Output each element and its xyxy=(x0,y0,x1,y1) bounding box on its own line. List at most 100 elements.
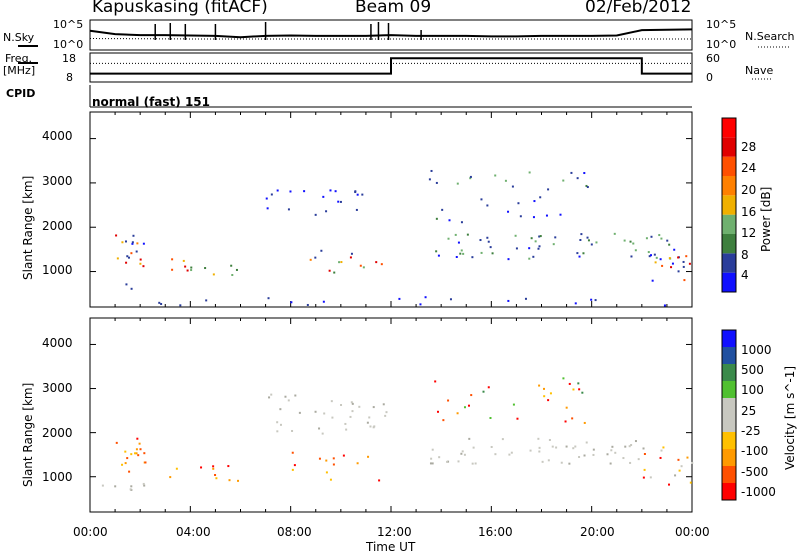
velocity-echo xyxy=(340,403,343,406)
velocity-echo xyxy=(637,458,640,461)
velocity-echo xyxy=(555,446,558,449)
power-echo xyxy=(632,242,635,245)
time-axis-label: Time UT xyxy=(366,540,416,554)
velocity-echo xyxy=(474,462,477,465)
power-echo xyxy=(538,245,541,248)
power-colorbar-segment xyxy=(722,118,736,138)
power-echo xyxy=(570,171,573,174)
power-echo xyxy=(349,256,352,259)
power-echo xyxy=(204,267,207,270)
velocity-echo xyxy=(538,450,541,453)
cpid-mode-text: normal (fast) 151 xyxy=(92,95,210,109)
power-ylabel: Slant Range [km] xyxy=(21,175,35,280)
velocity-echo xyxy=(431,462,434,465)
velocity-echo xyxy=(577,382,580,385)
power-echo xyxy=(630,255,633,258)
power-echo xyxy=(494,174,497,177)
power-echo xyxy=(125,283,128,286)
vel-cbar-label: Velocity [m s^-1] xyxy=(783,365,797,470)
vel-ytick-1000: 1000 xyxy=(42,470,73,484)
power-echo xyxy=(116,257,119,260)
velocity-echo xyxy=(121,463,124,466)
power-echo xyxy=(350,252,353,255)
power-echo xyxy=(158,301,161,304)
power-panel-frame xyxy=(89,111,693,308)
velocity-echo xyxy=(434,380,437,383)
velocity-echo xyxy=(512,403,515,406)
power-echo xyxy=(359,264,362,267)
nsky-tick-bottom: 10^0 xyxy=(53,38,84,51)
velocity-echo xyxy=(384,414,387,417)
power-echo xyxy=(583,172,586,175)
velocity-echo xyxy=(572,447,575,450)
power-echo xyxy=(545,214,548,217)
velocity-echo xyxy=(571,417,574,420)
power-echo xyxy=(287,208,290,211)
vel-cbar-tick-100: 100 xyxy=(741,383,764,397)
cpid-label: CPID xyxy=(6,87,36,100)
velocity-echo xyxy=(578,388,581,391)
power-cbar-tick-16: 16 xyxy=(741,205,757,219)
time-tick-2: 08:00 xyxy=(277,525,312,539)
velocity-echo xyxy=(549,392,552,395)
velocity-echo xyxy=(351,402,354,405)
nsearch-label: N.Search xyxy=(745,30,795,43)
power-echo xyxy=(186,269,189,272)
velocity-echo xyxy=(332,463,335,466)
velocity-echo xyxy=(385,411,388,414)
power-echo xyxy=(507,258,510,261)
velocity-echo xyxy=(382,403,385,406)
power-echo xyxy=(578,255,581,258)
velocity-echo xyxy=(461,450,464,453)
power-echo xyxy=(547,188,550,191)
velocity-echo xyxy=(691,461,694,464)
time-tick-1: 04:00 xyxy=(176,525,211,539)
velocity-echo xyxy=(169,476,172,479)
velocity-echo xyxy=(128,470,131,473)
velocity-echo xyxy=(643,453,646,456)
power-echo xyxy=(322,195,325,198)
velocity-echo xyxy=(510,451,513,454)
power-echo xyxy=(519,215,522,218)
power-echo xyxy=(562,179,565,182)
power-echo xyxy=(142,242,145,245)
velocity-echo xyxy=(642,476,645,479)
freq-tick-bottom: 8 xyxy=(66,71,73,84)
velocity-colorbar-segment xyxy=(722,398,736,415)
power-echo xyxy=(658,234,661,237)
velocity-echo xyxy=(124,462,127,465)
velocity-echo xyxy=(529,449,532,452)
velocity-echo xyxy=(287,399,290,402)
power-echo xyxy=(182,259,185,262)
velocity-colorbar-segment xyxy=(722,381,736,398)
velocity-echo xyxy=(467,404,470,407)
velocity-echo xyxy=(135,452,138,455)
velocity-echo xyxy=(585,441,588,444)
power-echo xyxy=(682,265,685,268)
power-echo xyxy=(480,198,483,201)
power-echo xyxy=(648,255,651,258)
power-echo xyxy=(683,279,686,282)
velocity-echo xyxy=(634,440,637,443)
power-echo xyxy=(398,297,401,300)
velocity-echo xyxy=(581,391,584,394)
nsearch-tick-top: 10^5 xyxy=(706,18,737,31)
power-echo xyxy=(212,273,215,276)
power-echo xyxy=(685,255,688,258)
power-echo xyxy=(455,255,458,258)
power-echo xyxy=(230,264,233,267)
velocity-echo xyxy=(137,454,140,457)
velocity-echo xyxy=(227,465,230,468)
power-echo xyxy=(507,299,510,302)
velocity-echo xyxy=(649,476,652,479)
velocity-echo xyxy=(429,462,432,465)
power-echo xyxy=(582,252,585,255)
velocity-echo xyxy=(373,425,376,428)
power-echo xyxy=(528,247,531,250)
power-echo xyxy=(580,233,583,236)
velocity-echo xyxy=(614,451,617,454)
power-cbar-tick-8: 8 xyxy=(741,248,749,262)
power-colorbar-frame xyxy=(721,117,737,293)
power-echo xyxy=(428,178,431,181)
velocity-echo xyxy=(592,448,595,451)
